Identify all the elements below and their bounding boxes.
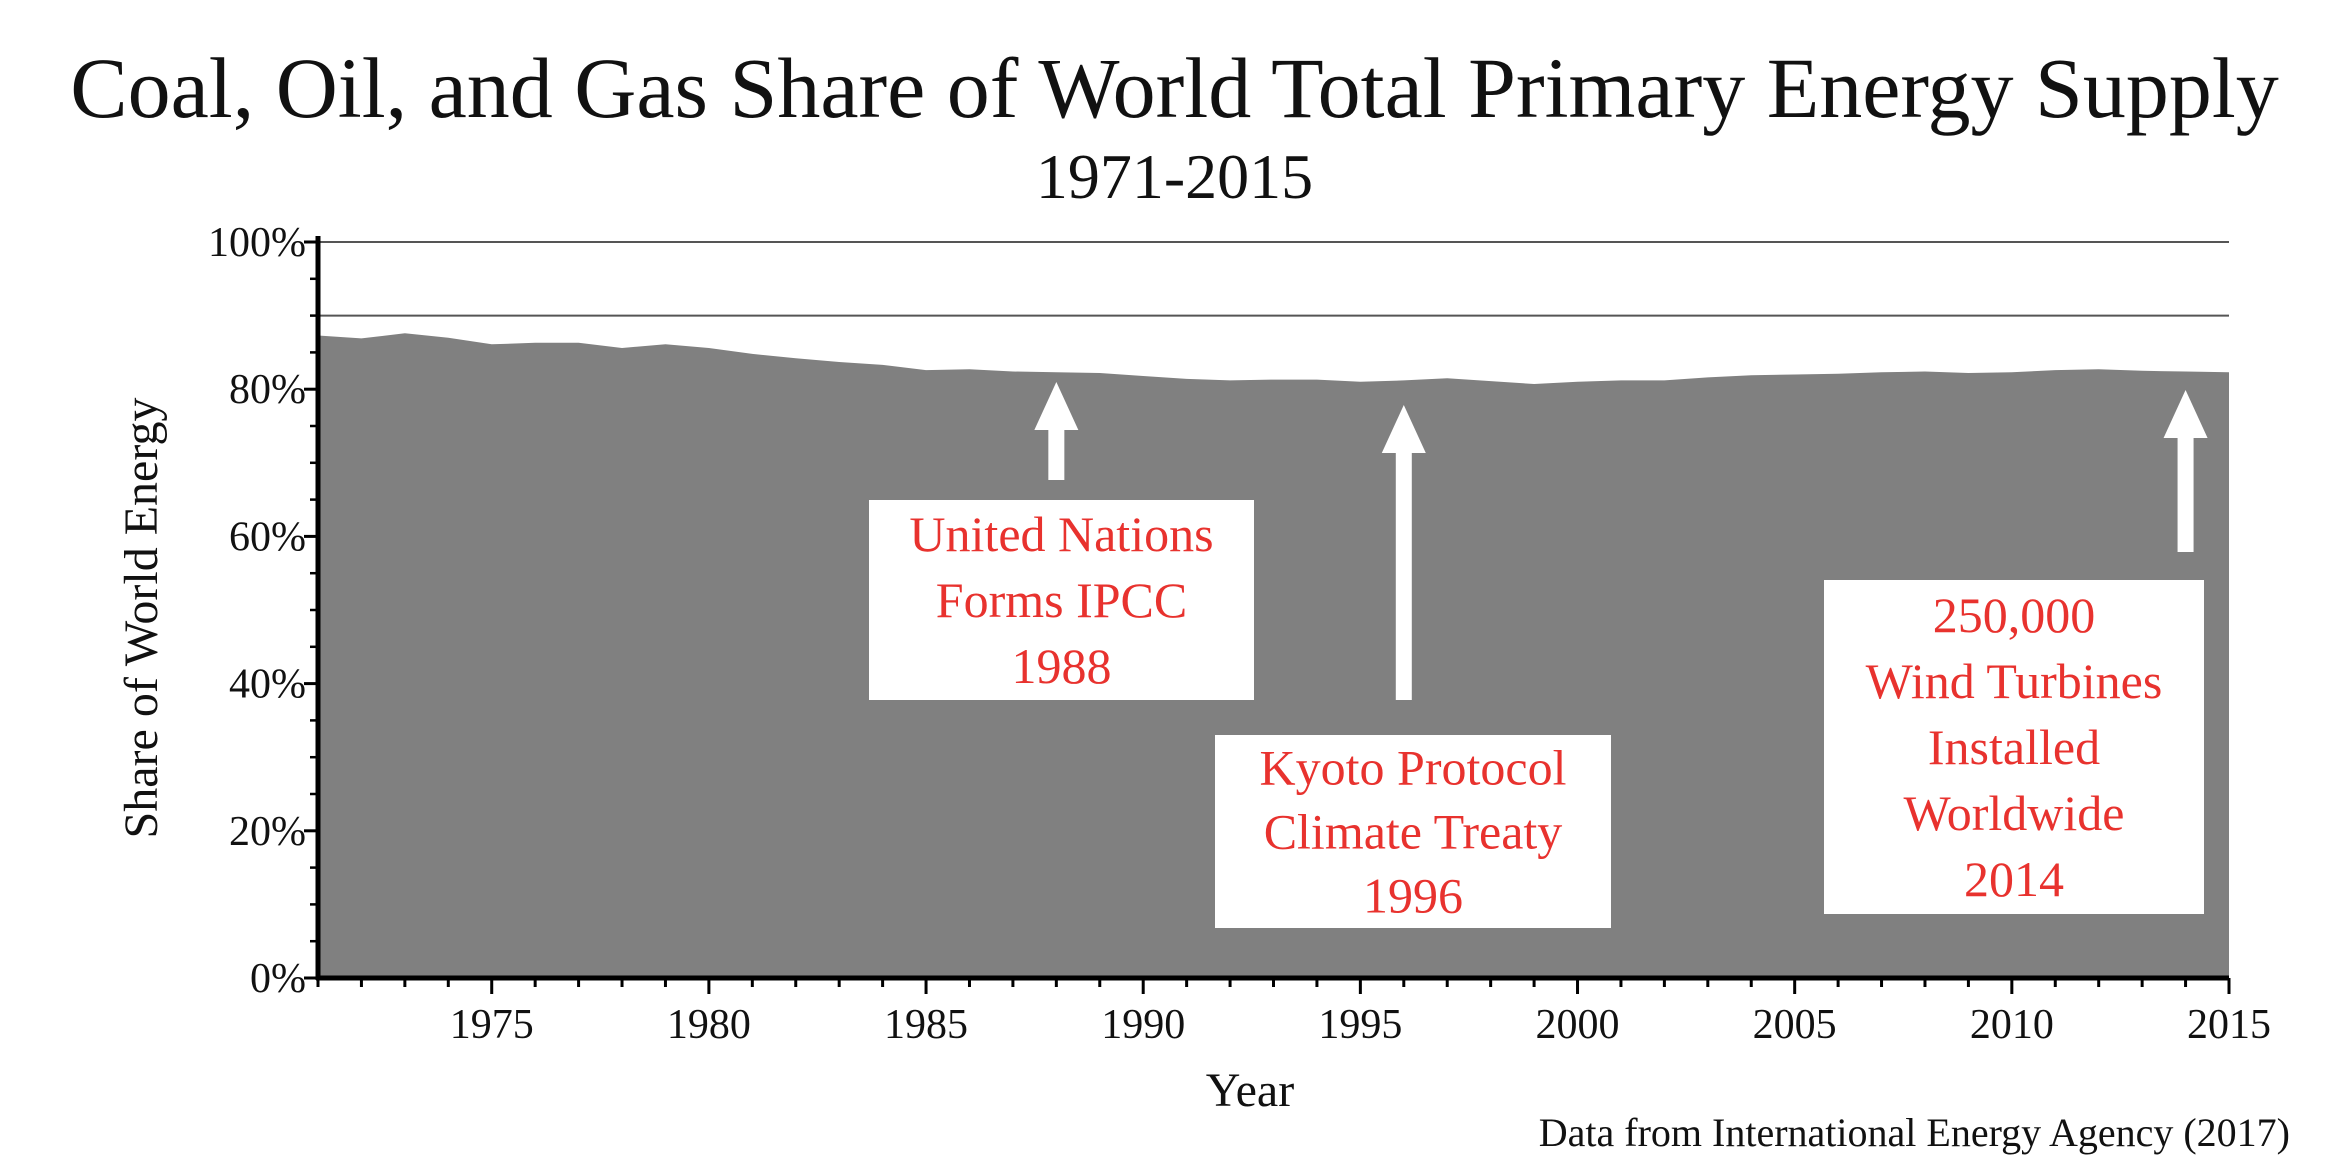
annotation-box xyxy=(869,500,1254,700)
annotation-line: 2014 xyxy=(1964,851,2064,907)
x-tick-label: 1990 xyxy=(1101,1002,1185,1048)
x-tick-label: 1975 xyxy=(450,1002,534,1048)
y-axis: 0% 20% 40% 60% 80% 100% xyxy=(208,220,321,1002)
annotation-line: United Nations xyxy=(909,506,1213,562)
annotation-box xyxy=(1215,735,1611,928)
annotation-line: 1988 xyxy=(1012,638,1112,694)
annotation-box xyxy=(1824,580,2204,914)
arrow-head xyxy=(1381,405,1426,453)
chart-subtitle: 1971-2015 xyxy=(1035,141,1314,212)
annotation-line: Kyoto Protocol xyxy=(1260,740,1567,796)
x-tick-label: 2000 xyxy=(1536,1002,1620,1048)
y-tick-label: 0% xyxy=(250,956,306,1002)
y-tick-label: 80% xyxy=(229,367,306,413)
x-tick-label: 1995 xyxy=(1318,1002,1402,1048)
annotation-2014: 250,000 Wind Turbines Installed Worldwide 20… xyxy=(1824,390,2208,914)
y-tick-label: 100% xyxy=(208,220,306,266)
x-tick-label: 1985 xyxy=(884,1002,968,1048)
annotation-line: 1996 xyxy=(1363,868,1463,924)
x-tick-label: 1980 xyxy=(667,1002,751,1048)
arrow-shaft xyxy=(1048,426,1065,480)
x-tick-label: 2010 xyxy=(1970,1002,2054,1048)
plot-area: United Nations Forms IPCC 1988 Kyoto Protoc… xyxy=(318,241,2229,978)
annotation-1988: United Nations Forms IPCC 1988 xyxy=(869,382,1254,700)
y-tick-label: 20% xyxy=(229,809,306,855)
arrow-shaft xyxy=(2177,434,2194,552)
fossil-share-area xyxy=(318,333,2229,978)
reference-lines xyxy=(318,241,2229,317)
y-tick-label: 60% xyxy=(229,514,306,560)
arrow-head xyxy=(1034,382,1079,430)
x-axis: 1975 1980 1985 1990 1995 2000 2005 2010 2015 xyxy=(316,975,2271,1048)
y-tick-label: 40% xyxy=(229,662,306,708)
annotation-line: Wind Turbines xyxy=(1866,653,2163,709)
annotation-line: 250,000 xyxy=(1933,587,2096,643)
arrow-shaft xyxy=(1395,449,1412,700)
annotation-line: Forms IPCC xyxy=(936,572,1187,628)
x-tick-label: 2015 xyxy=(2187,1002,2271,1048)
annotation-line: Worldwide xyxy=(1904,785,2125,841)
arrow-head xyxy=(2163,390,2208,438)
source-note: Data from International Energy Agency (2… xyxy=(1539,1110,2290,1155)
chart-title: Coal, Oil, and Gas Share of World Total … xyxy=(70,40,2279,136)
y-axis-title: Share of World Energy xyxy=(115,398,168,839)
annotations: United Nations Forms IPCC 1988 Kyoto Protoc… xyxy=(869,382,2208,928)
annotation-line: Installed xyxy=(1928,719,2100,775)
x-tick-label: 2005 xyxy=(1753,1002,1837,1048)
annotation-1996: Kyoto Protocol Climate Treaty 1996 xyxy=(1215,405,1611,928)
annotation-line: Climate Treaty xyxy=(1264,804,1563,860)
x-axis-title: Year xyxy=(1206,1064,1294,1117)
